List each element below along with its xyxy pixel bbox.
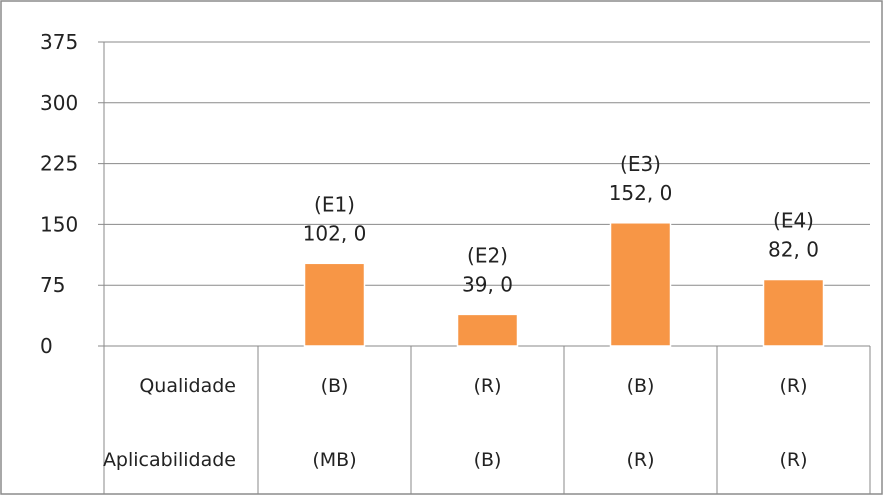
y-tick-label: 225 bbox=[40, 152, 78, 176]
table-cell: (B) bbox=[474, 449, 502, 471]
table-cell: (MB) bbox=[312, 449, 356, 471]
bar-e1 bbox=[303, 262, 366, 347]
bar-e4 bbox=[762, 278, 825, 347]
table-cell: (B) bbox=[627, 375, 655, 397]
y-tick-label: 150 bbox=[40, 212, 78, 236]
table-cell: (R) bbox=[626, 449, 654, 471]
data-label-id: (E2) bbox=[467, 243, 508, 267]
y-tick-label: 300 bbox=[40, 91, 78, 115]
table-row-label: Aplicabilidade bbox=[103, 449, 236, 471]
y-tick-label: 375 bbox=[40, 30, 78, 54]
y-tick-label: 0 bbox=[40, 334, 53, 358]
data-label-id: (E4) bbox=[773, 209, 814, 233]
table-cell: (R) bbox=[779, 449, 807, 471]
table-cell: (R) bbox=[473, 375, 501, 397]
data-label-id: (E1) bbox=[314, 192, 355, 216]
data-label-value: 39, 0 bbox=[462, 272, 513, 296]
y-tick-label: 75 bbox=[40, 273, 65, 297]
table-cell: (R) bbox=[779, 375, 807, 397]
data-label-value: 82, 0 bbox=[768, 238, 819, 262]
table-cell: (B) bbox=[321, 375, 349, 397]
data-label-value: 152, 0 bbox=[609, 181, 673, 205]
data-label-value: 102, 0 bbox=[303, 221, 367, 245]
table-row-label: Qualidade bbox=[139, 375, 236, 397]
bar-e2 bbox=[456, 313, 519, 347]
data-label-id: (E3) bbox=[620, 152, 661, 176]
bar-e3 bbox=[609, 222, 672, 347]
